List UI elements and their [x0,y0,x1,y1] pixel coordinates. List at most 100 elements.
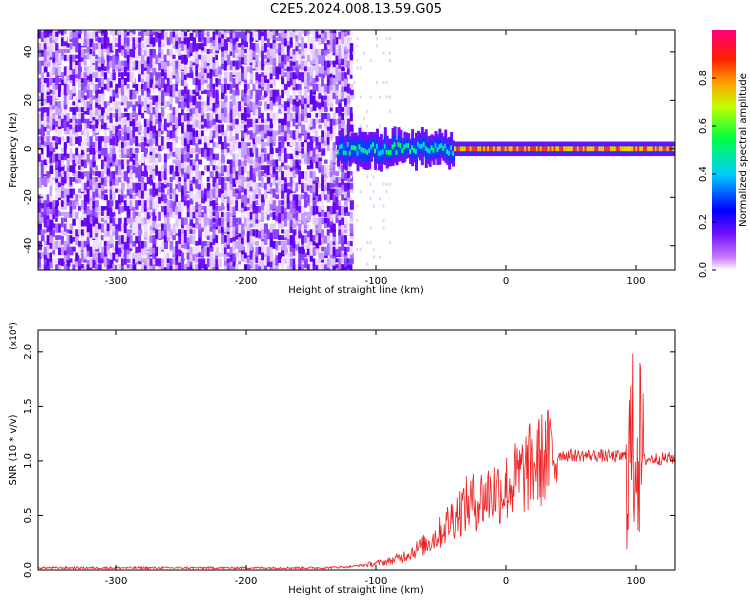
heatmap-cell [286,31,291,41]
heatmap-cell [72,43,76,53]
heatmap-cell [55,159,58,169]
heatmap-cell [324,246,327,256]
heatmap-cell [292,229,297,237]
heatmap-cell [109,89,113,97]
heatmap-cell [315,206,319,215]
heatmap-cell [55,83,59,90]
heatmap-cell [66,176,71,184]
heatmap-cell [235,217,238,223]
heatmap-cell [278,124,281,135]
heatmap-cell [183,235,188,243]
heatmap-cell [309,252,313,262]
heatmap-cell [292,130,297,140]
heatmap-cell [55,54,60,63]
heatmap-cell [178,229,182,237]
heatmap-cell [75,171,80,180]
heatmap-cell [126,159,130,165]
heatmap-cell [109,223,114,230]
heatmap-cell [215,211,220,220]
heatmap-cell [332,153,336,163]
heatmap-cell [146,89,151,97]
heatmap-cell [243,124,248,133]
carrier-peak-cell [485,146,489,152]
heatmap-cell [255,66,259,72]
heatmap-cell [252,136,256,145]
heatmap-cell [303,48,307,56]
heatmap-cell [140,89,146,96]
heatmap-cell [275,159,279,167]
heatmap-cell [89,95,93,104]
heatmap-cell [241,48,244,58]
heatmap-cell [149,60,154,68]
spectrogram-frame [37,29,676,271]
heatmap-cell [60,136,65,142]
heatmap-cell [86,264,90,270]
heatmap-cell [369,59,372,63]
carrier-peak-cell [356,150,360,156]
heatmap-cell [140,83,144,90]
heatmap-cell [249,31,254,42]
heatmap-cell [92,31,96,39]
heatmap-cell [132,118,136,127]
heatmap-cell [118,223,123,232]
heatmap-cell [326,101,330,107]
heatmap-cell [258,130,261,135]
heatmap-cell [86,31,90,39]
colorbar-tick-label: 0.2 [698,214,709,230]
heatmap-cell [255,147,259,158]
heatmap-cell [332,31,337,39]
heatmap-cell [106,118,110,128]
heatmap-cell [272,258,276,269]
heatmap-cell [346,83,351,94]
carrier-peak-cell [615,146,619,152]
heatmap-cell [52,136,56,141]
heatmap-cell [209,37,213,43]
heatmap-cell [278,147,282,157]
heatmap-cell [186,240,190,250]
heatmap-cell [215,194,218,204]
heatmap-cell [252,182,257,189]
heatmap-cell [149,194,154,201]
heatmap-cell [315,240,320,249]
heatmap-cell [55,194,59,200]
heatmap-cell [152,83,156,90]
heatmap-cell [272,240,276,249]
heatmap-cell [263,83,267,91]
heatmap-cell [261,223,264,230]
heatmap-cell [46,194,50,205]
heatmap-cell [255,246,259,257]
heatmap-cell [43,43,48,50]
heatmap-cell [212,229,217,239]
heatmap-cell [215,153,219,161]
heatmap-cell [212,235,216,244]
carrier-peak-cell [662,146,666,152]
heatmap-cell [332,246,336,256]
heatmap-cell [155,200,160,210]
heatmap-cell [149,101,154,111]
heatmap-cell [252,176,256,183]
heatmap-cell [223,43,229,51]
heatmap-cell [341,89,344,100]
heatmap-cell [289,217,294,227]
heatmap-cell [246,211,250,218]
heatmap-cell [226,147,230,153]
heatmap-cell [40,43,45,50]
heatmap-cell [49,240,54,249]
heatmap-cell [160,30,165,32]
heatmap-cell [235,101,240,108]
heatmap-cell [172,258,176,265]
heatmap-cell [123,171,128,179]
heatmap-cell [43,194,48,200]
heatmap-cell [306,159,310,164]
heatmap-cell [278,118,282,124]
heatmap-cell [263,130,267,139]
heatmap-cell [218,72,223,80]
heatmap-cell [350,37,352,41]
heatmap-cell [198,188,202,198]
carrier-peak-cell [344,150,348,156]
heatmap-cell [241,107,246,113]
y-tick-label: 0 [23,146,34,152]
heatmap-cell [72,118,76,128]
heatmap-cell [309,235,314,242]
heatmap-cell [321,165,325,175]
